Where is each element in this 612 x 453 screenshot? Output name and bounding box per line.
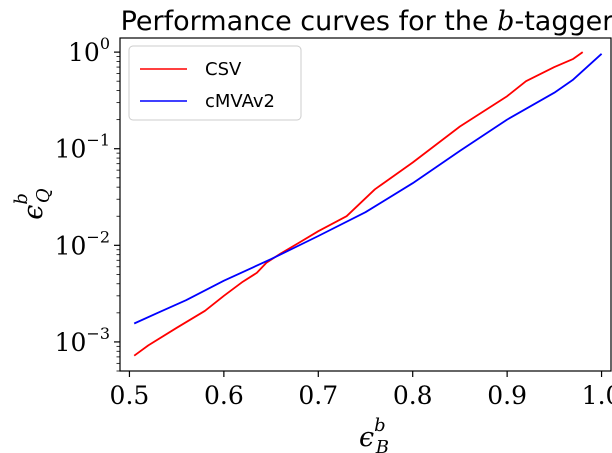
x-tick-label: 0.9 [487,381,527,410]
x-tick-label: 0.8 [393,381,433,410]
series-line-cmvav2 [133,53,603,325]
y-tick-label: 10−2 [55,227,110,260]
legend-label-csv: CSV [205,59,242,80]
x-axis-label: ϵb B [359,415,389,453]
y-axis-label: ϵbQ [11,188,54,220]
x-tick-label: 1.0 [582,381,612,410]
legend-label-cmvav2: cMVAv2 [205,91,275,112]
y-tick-label: 10−3 [55,324,110,357]
x-tick-label: 0.7 [298,381,338,410]
x-tick-label: 0.6 [204,381,244,410]
y-tick-label: 10−1 [55,131,110,164]
plot-frame [119,37,612,372]
chart-title: Performance curves for the b-taggers [121,6,612,37]
legend: CSV cMVAv2 [128,45,302,121]
series-line-csv [133,51,584,357]
series-layer [133,51,603,357]
y-tick-label: 100 [68,34,110,67]
x-tick-label: 0.5 [110,381,150,410]
x-axis-ticks: 0.5 0.6 0.7 0.8 0.9 1.0 [110,371,612,410]
y-axis-ticks: 10−3 10−2 10−1 100 [55,34,120,372]
